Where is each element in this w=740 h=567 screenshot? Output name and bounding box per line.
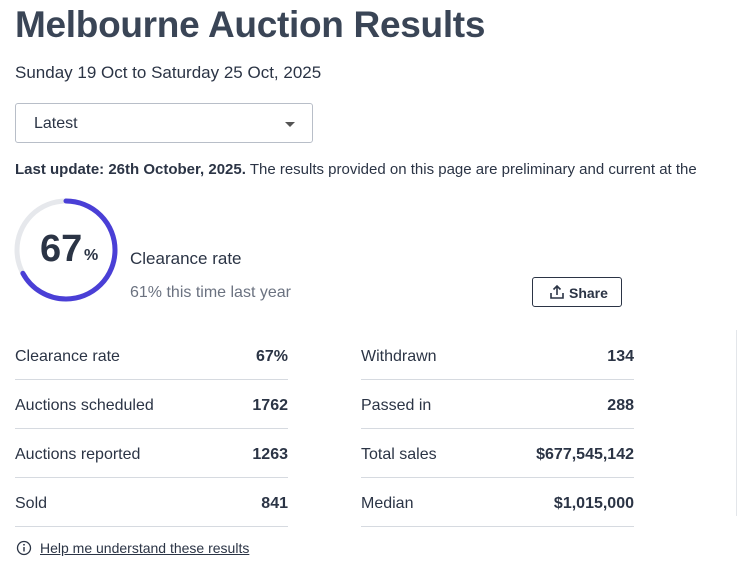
stat-label: Sold [15, 495, 48, 512]
stat-row: Passed in 288 [361, 380, 634, 429]
gauge-arc [14, 198, 118, 302]
dropdown-value: Latest [34, 115, 78, 132]
update-text: The results provided on this page are pr… [249, 161, 697, 178]
stat-value: 1762 [252, 397, 288, 414]
dropdown-caret [285, 122, 295, 127]
page-title: Melbourne Auction Results [15, 4, 486, 45]
update-label: Last update: 26th October, 2025. [15, 161, 246, 178]
stat-label: Auctions scheduled [15, 397, 154, 414]
stat-label: Passed in [361, 397, 432, 414]
info-icon [16, 540, 32, 556]
gauge-comparison: 61% this time last year [130, 284, 291, 301]
stat-label: Clearance rate [15, 348, 120, 365]
stat-row: Sold 841 [15, 478, 288, 527]
stat-row: Clearance rate 67% [15, 331, 288, 380]
stat-row: Withdrawn 134 [361, 331, 634, 380]
stat-label: Total sales [361, 446, 437, 463]
share-icon [550, 284, 564, 299]
stat-value: 67% [255, 348, 288, 365]
stat-value: 134 [607, 348, 634, 365]
stat-row: Median $1,015,000 [361, 478, 634, 527]
stat-label: Median [361, 495, 414, 512]
panel-edge [736, 330, 737, 516]
stat-value: $1,015,000 [553, 495, 634, 512]
stat-value: 841 [261, 495, 288, 512]
stat-row: Auctions scheduled 1762 [15, 380, 288, 429]
gauge-label: Clearance rate [130, 249, 242, 268]
share-button[interactable]: Share [532, 277, 622, 307]
stat-row: Total sales $677,545,142 [361, 429, 634, 478]
date-range: Sunday 19 Oct to Saturday 25 Oct, 2025 [15, 63, 322, 82]
gauge-value: 67 [40, 228, 83, 270]
stat-label: Auctions reported [15, 446, 141, 463]
period-dropdown[interactable]: Latest [15, 103, 313, 143]
gauge-unit: % [84, 247, 99, 264]
help-text: Help me understand these results [40, 540, 250, 556]
share-label: Share [569, 285, 608, 301]
stat-label: Withdrawn [361, 348, 437, 365]
update-note: Last update: 26th October, 2025. The res… [15, 161, 740, 178]
stat-value: 1263 [252, 446, 288, 463]
stat-value: $677,545,142 [536, 446, 634, 463]
stat-value: 288 [607, 397, 634, 414]
clearance-gauge [14, 198, 118, 302]
stat-row: Auctions reported 1263 [15, 429, 288, 478]
